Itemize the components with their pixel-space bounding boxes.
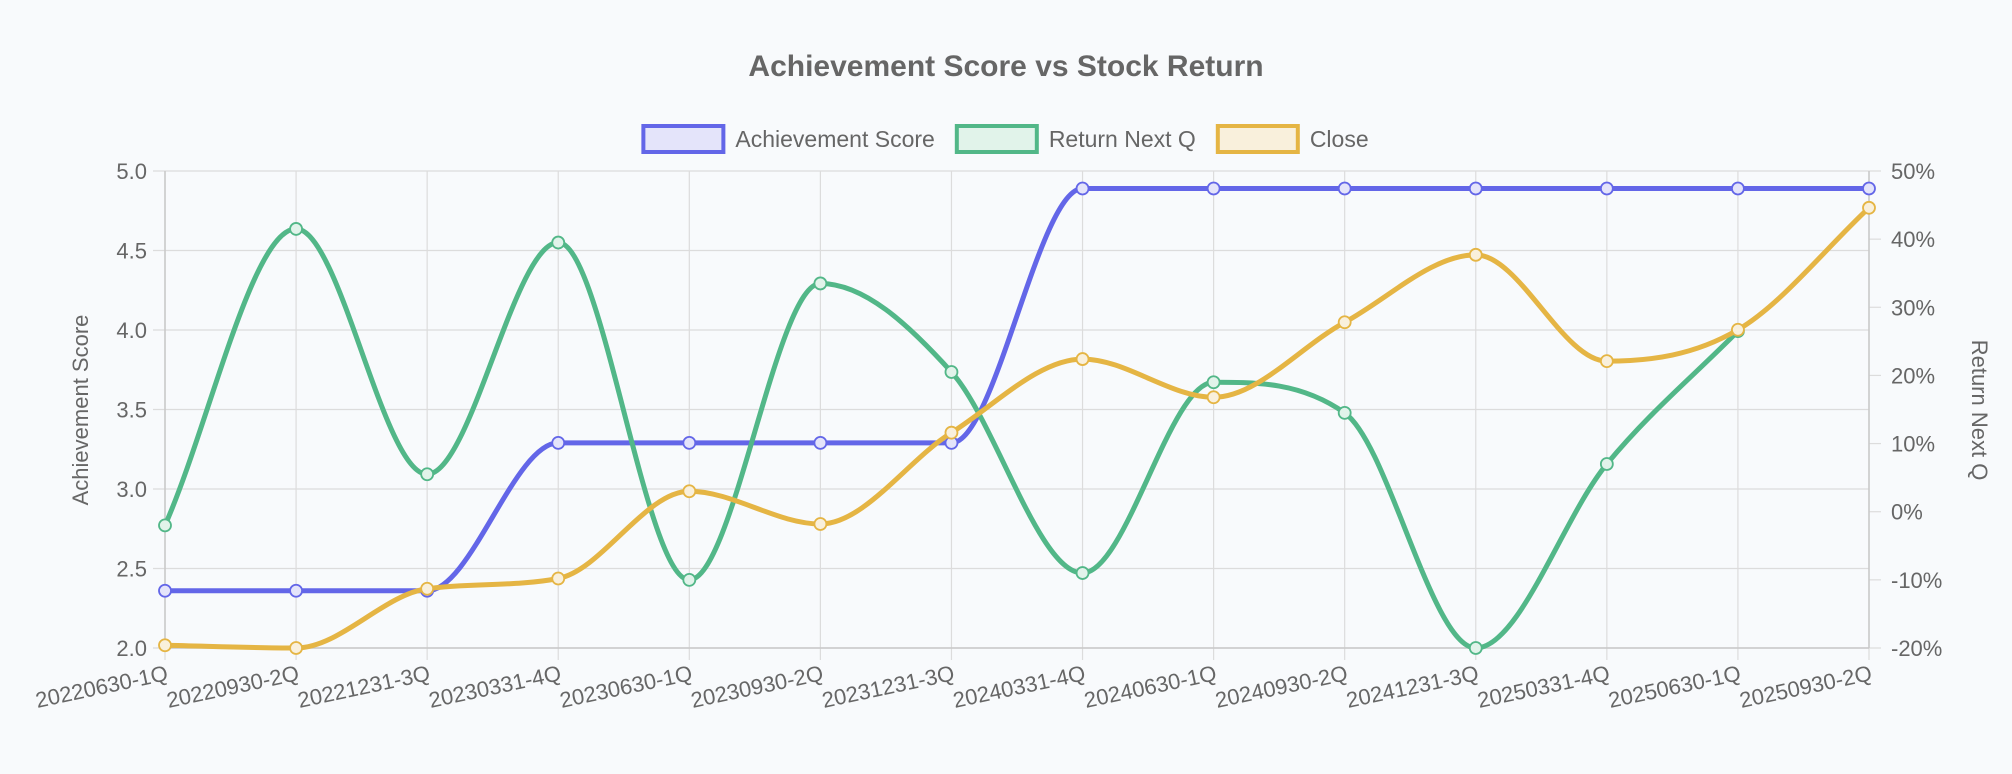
data-point[interactable]	[551, 571, 566, 586]
gridlines	[153, 170, 1881, 660]
series-return-next-q	[158, 222, 1745, 655]
left-tick-label: 2.0	[116, 636, 147, 661]
data-point[interactable]	[1337, 315, 1352, 330]
legend-swatch	[1215, 124, 1300, 154]
right-tick-label: 50%	[1891, 159, 1935, 184]
left-tick-label: 3.5	[116, 398, 147, 423]
data-point[interactable]	[551, 235, 566, 250]
x-tick-label: 20240930-2Q	[1213, 660, 1350, 712]
data-point[interactable]	[1731, 181, 1745, 196]
right-axis-ticks: -20% -10% 0% 10% 20% 30% 40% 50%	[1891, 159, 1942, 661]
data-point[interactable]	[1599, 457, 1614, 471]
data-point[interactable]	[158, 638, 172, 653]
data-point[interactable]	[944, 425, 959, 440]
x-tick-label: 20250930-2Q	[1737, 660, 1874, 712]
left-tick-label: 5.0	[116, 159, 147, 184]
left-axis-ticks: 2.0 2.5 3.0 3.5 4.0 4.5 5.0	[116, 159, 147, 661]
data-point[interactable]	[944, 365, 959, 379]
data-point[interactable]	[1731, 322, 1745, 337]
x-tick-label: 20221231-3Q	[295, 660, 432, 712]
data-point[interactable]	[682, 572, 697, 587]
series-close	[158, 200, 1876, 655]
series-line	[162, 205, 1872, 651]
data-point[interactable]	[1862, 181, 1876, 196]
data-point[interactable]	[1337, 406, 1352, 420]
data-point[interactable]	[289, 641, 303, 655]
legend-label: Achievement Score	[735, 126, 934, 152]
x-tick-label: 20230930-2Q	[689, 660, 826, 712]
data-point[interactable]	[1206, 375, 1221, 390]
x-tick-label: 20220930-2Q	[164, 660, 301, 712]
x-tick-label: 20240630-1Q	[1082, 660, 1219, 712]
right-tick-label: -20%	[1891, 636, 1942, 661]
legend-label: Close	[1310, 126, 1369, 152]
data-point[interactable]	[682, 484, 697, 499]
legend: Achievement Score Return Next Q Close	[641, 124, 1369, 154]
data-point[interactable]	[289, 583, 303, 598]
data-point[interactable]	[1599, 354, 1614, 369]
data-point[interactable]	[1206, 390, 1221, 405]
right-tick-label: 10%	[1891, 432, 1935, 457]
data-point[interactable]	[1075, 566, 1090, 580]
legend-item[interactable]: Achievement Score	[641, 124, 935, 154]
data-point[interactable]	[289, 222, 303, 236]
series-line	[162, 185, 1872, 594]
right-tick-label: 0%	[1891, 500, 1923, 525]
x-tick-label: 20220630-1Q	[33, 660, 170, 712]
data-point[interactable]	[1075, 352, 1090, 366]
data-point[interactable]	[158, 583, 172, 598]
data-point[interactable]	[1337, 181, 1352, 196]
x-tick-label: 20250630-1Q	[1606, 660, 1743, 712]
data-point[interactable]	[420, 581, 435, 596]
data-point[interactable]	[1599, 181, 1614, 196]
series-line	[162, 226, 1741, 651]
x-tick-label: 20250331-4Q	[1475, 660, 1612, 712]
data-point[interactable]	[1075, 181, 1090, 196]
x-tick-label: 20241231-3Q	[1344, 660, 1481, 712]
data-point[interactable]	[813, 517, 828, 531]
right-axis-title: Return Next Q	[1967, 340, 1992, 481]
data-point[interactable]	[813, 435, 828, 450]
series-layer	[158, 181, 1876, 655]
right-tick-label: -10%	[1891, 568, 1942, 593]
left-tick-label: 4.0	[116, 318, 147, 343]
data-point[interactable]	[1862, 200, 1876, 215]
right-tick-label: 40%	[1891, 227, 1935, 252]
legend-item[interactable]: Return Next Q	[954, 124, 1196, 154]
data-point[interactable]	[1468, 247, 1483, 262]
left-tick-label: 4.5	[116, 239, 147, 264]
data-point[interactable]	[551, 435, 566, 450]
right-tick-label: 20%	[1891, 363, 1935, 388]
legend-item[interactable]: Close	[1215, 124, 1369, 154]
data-point[interactable]	[1206, 181, 1221, 196]
data-point[interactable]	[158, 518, 172, 533]
legend-label: Return Next Q	[1049, 126, 1196, 152]
x-tick-label: 20230331-4Q	[426, 660, 563, 712]
data-point[interactable]	[1468, 181, 1483, 196]
right-tick-label: 30%	[1891, 295, 1935, 320]
left-axis-title: Achievement Score	[68, 315, 93, 506]
data-point[interactable]	[813, 276, 828, 291]
data-point[interactable]	[1468, 641, 1483, 655]
legend-swatch	[954, 124, 1039, 154]
x-axis-ticks: 20220630-1Q20220930-2Q20221231-3Q2023033…	[33, 660, 1874, 712]
x-tick-label: 20240331-4Q	[951, 660, 1088, 712]
x-tick-label: 20231231-3Q	[820, 660, 957, 712]
chart-title: Achievement Score vs Stock Return	[748, 50, 1263, 83]
series-achievement-score	[158, 181, 1876, 598]
left-tick-label: 2.5	[116, 557, 147, 582]
data-point[interactable]	[682, 435, 697, 450]
left-tick-label: 3.0	[116, 477, 147, 502]
x-tick-label: 20230630-1Q	[558, 660, 695, 712]
legend-swatch	[641, 124, 726, 154]
data-point[interactable]	[420, 467, 435, 482]
